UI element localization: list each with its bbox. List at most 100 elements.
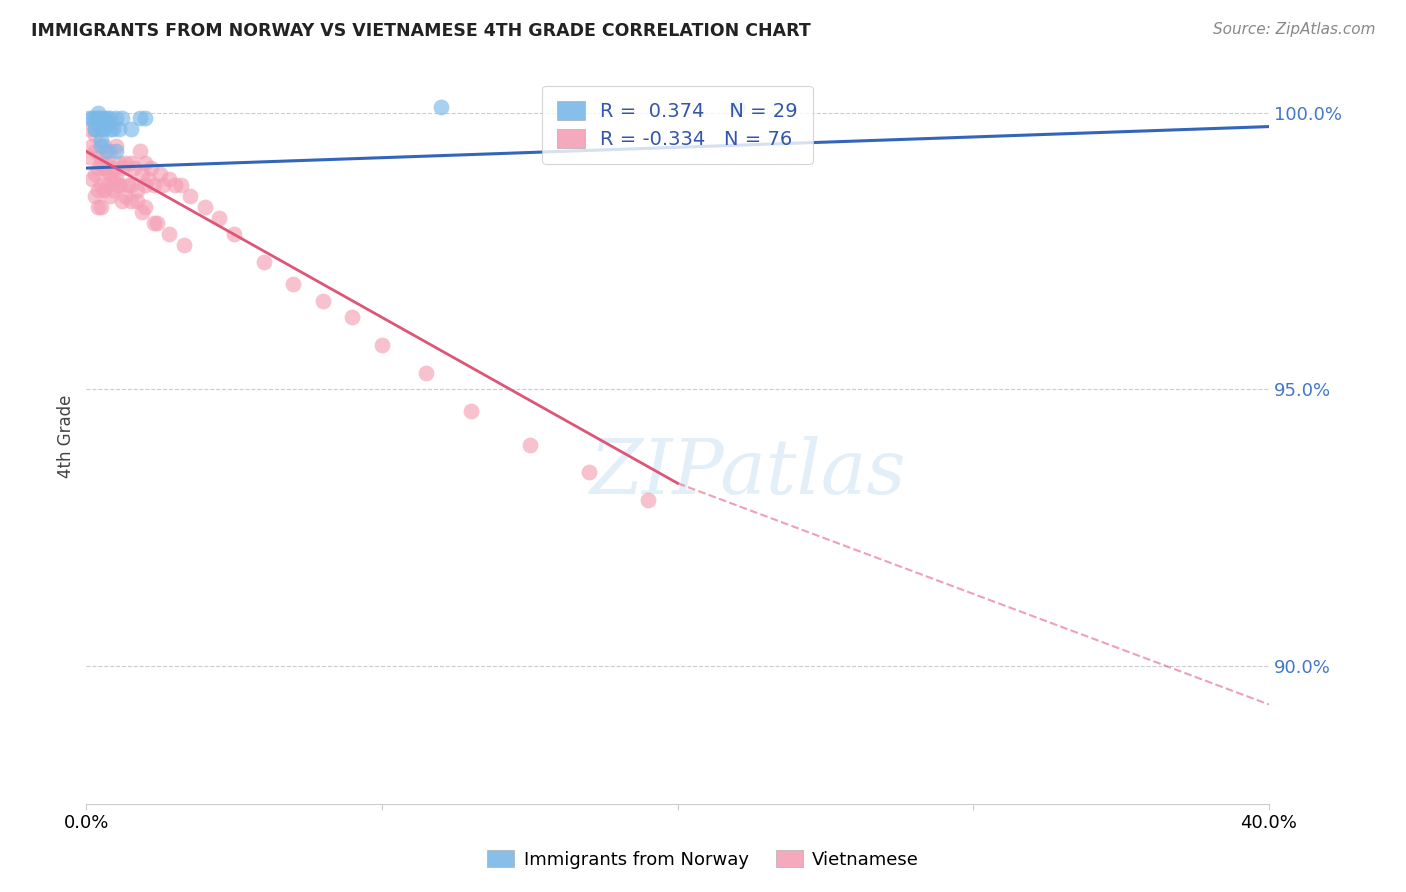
Point bbox=[101, 122, 124, 136]
Point bbox=[371, 338, 394, 352]
Point bbox=[84, 188, 107, 202]
Point bbox=[224, 227, 246, 242]
Point bbox=[125, 183, 148, 197]
Point bbox=[93, 183, 115, 197]
Point bbox=[90, 133, 112, 147]
Point bbox=[104, 139, 127, 153]
Point bbox=[104, 112, 127, 126]
Text: Source: ZipAtlas.com: Source: ZipAtlas.com bbox=[1212, 22, 1375, 37]
Point bbox=[90, 200, 112, 214]
Point bbox=[104, 145, 127, 159]
Point bbox=[134, 178, 156, 192]
Point bbox=[125, 194, 148, 209]
Point bbox=[90, 178, 112, 192]
Point bbox=[84, 167, 107, 181]
Point bbox=[122, 161, 145, 175]
Point bbox=[98, 188, 121, 202]
Point bbox=[138, 172, 160, 186]
Point bbox=[725, 100, 748, 114]
Point bbox=[87, 161, 110, 175]
Point bbox=[93, 139, 115, 153]
Point bbox=[149, 167, 172, 181]
Legend: Immigrants from Norway, Vietnamese: Immigrants from Norway, Vietnamese bbox=[481, 843, 925, 876]
Point bbox=[163, 178, 186, 192]
Point bbox=[87, 105, 110, 120]
Point bbox=[98, 112, 121, 126]
Point bbox=[82, 139, 104, 153]
Point bbox=[84, 128, 107, 142]
Point bbox=[87, 112, 110, 126]
Point bbox=[90, 155, 112, 169]
Point bbox=[87, 200, 110, 214]
Point bbox=[283, 277, 305, 292]
Point bbox=[101, 183, 124, 197]
Point bbox=[170, 178, 193, 192]
Point bbox=[460, 404, 482, 418]
Point bbox=[111, 161, 134, 175]
Point bbox=[104, 172, 127, 186]
Point bbox=[157, 227, 180, 242]
Point bbox=[134, 200, 156, 214]
Point bbox=[578, 465, 600, 479]
Point bbox=[90, 112, 112, 126]
Point bbox=[98, 167, 121, 181]
Point bbox=[193, 200, 215, 214]
Point bbox=[157, 172, 180, 186]
Point bbox=[108, 178, 131, 192]
Point bbox=[90, 150, 112, 164]
Point bbox=[114, 188, 136, 202]
Point bbox=[134, 112, 156, 126]
Point bbox=[77, 150, 100, 164]
Point bbox=[84, 145, 107, 159]
Point bbox=[108, 178, 131, 192]
Point bbox=[114, 155, 136, 169]
Point bbox=[96, 145, 118, 159]
Point bbox=[342, 310, 364, 325]
Point bbox=[143, 178, 166, 192]
Point bbox=[87, 117, 110, 131]
Point bbox=[120, 155, 142, 169]
Point bbox=[98, 145, 121, 159]
Point bbox=[96, 178, 118, 192]
Legend: R =  0.374    N = 29, R = -0.334   N = 76: R = 0.374 N = 29, R = -0.334 N = 76 bbox=[541, 86, 813, 164]
Point bbox=[179, 188, 201, 202]
Text: IMMIGRANTS FROM NORWAY VS VIETNAMESE 4TH GRADE CORRELATION CHART: IMMIGRANTS FROM NORWAY VS VIETNAMESE 4TH… bbox=[31, 22, 811, 40]
Point bbox=[98, 122, 121, 136]
Point bbox=[87, 183, 110, 197]
Point bbox=[141, 161, 163, 175]
Point bbox=[111, 112, 134, 126]
Point bbox=[108, 122, 131, 136]
Point bbox=[131, 167, 153, 181]
Point bbox=[120, 178, 142, 192]
Point bbox=[96, 117, 118, 131]
Point bbox=[131, 205, 153, 219]
Point bbox=[111, 194, 134, 209]
Point bbox=[93, 112, 115, 126]
Point bbox=[152, 178, 174, 192]
Point bbox=[120, 194, 142, 209]
Point bbox=[98, 167, 121, 181]
Point bbox=[96, 155, 118, 169]
Point bbox=[415, 366, 437, 380]
Point bbox=[128, 145, 150, 159]
Point bbox=[93, 161, 115, 175]
Point bbox=[128, 112, 150, 126]
Point bbox=[96, 112, 118, 126]
Point bbox=[101, 172, 124, 186]
Point bbox=[143, 216, 166, 230]
Point bbox=[519, 437, 541, 451]
Point bbox=[134, 155, 156, 169]
Point bbox=[120, 122, 142, 136]
Point bbox=[77, 122, 100, 136]
Text: ZIPatlas: ZIPatlas bbox=[591, 436, 907, 510]
Point bbox=[90, 122, 112, 136]
Point bbox=[84, 122, 107, 136]
Point bbox=[637, 492, 659, 507]
Point bbox=[146, 216, 169, 230]
Point bbox=[93, 122, 115, 136]
Point bbox=[82, 172, 104, 186]
Point bbox=[253, 255, 276, 269]
Point bbox=[90, 139, 112, 153]
Point bbox=[77, 112, 100, 126]
Point bbox=[208, 211, 231, 225]
